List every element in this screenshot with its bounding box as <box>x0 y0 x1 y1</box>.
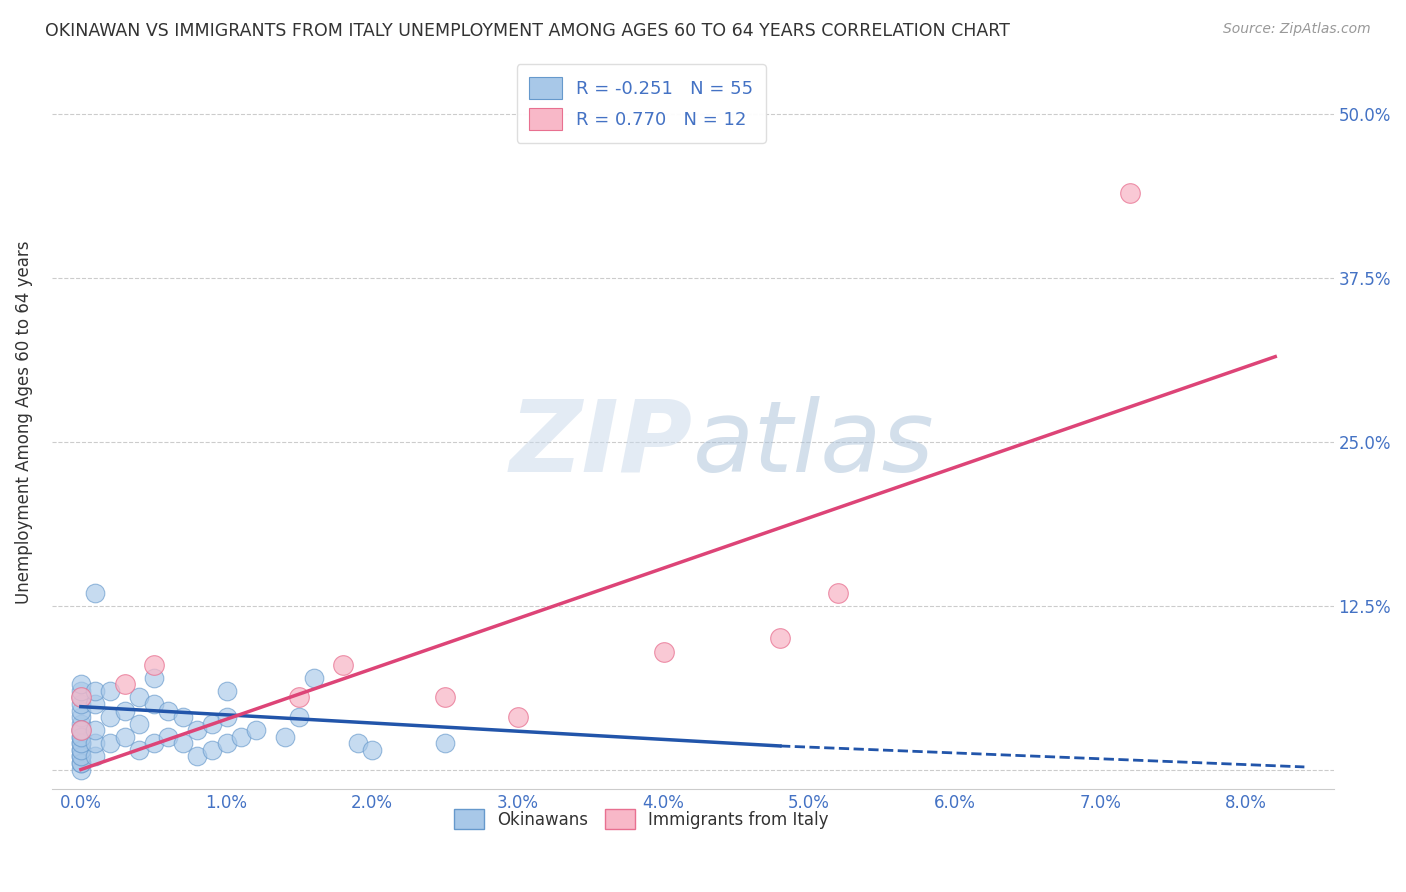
Point <box>70 677 93 691</box>
Point <box>70 690 93 705</box>
Point <box>114 704 136 718</box>
Point <box>70 763 93 777</box>
Point <box>186 723 208 738</box>
Point <box>302 671 325 685</box>
Point <box>332 657 354 672</box>
Point <box>70 736 93 750</box>
Point <box>70 756 93 770</box>
Point <box>98 736 121 750</box>
Point <box>142 697 165 711</box>
Point <box>201 716 224 731</box>
Point <box>215 684 238 698</box>
Point <box>70 704 93 718</box>
Text: atlas: atlas <box>693 396 934 492</box>
Point <box>201 743 224 757</box>
Text: Source: ZipAtlas.com: Source: ZipAtlas.com <box>1223 22 1371 37</box>
Point <box>506 710 529 724</box>
Point <box>245 723 267 738</box>
Point <box>70 723 93 738</box>
Point <box>434 690 457 705</box>
Point <box>114 677 136 691</box>
Point <box>70 743 93 757</box>
Point <box>70 730 93 744</box>
Point <box>70 690 93 705</box>
Point <box>84 736 107 750</box>
Point <box>215 710 238 724</box>
Point <box>346 736 368 750</box>
Point <box>157 704 180 718</box>
Point <box>70 743 93 757</box>
Point <box>70 749 93 764</box>
Point <box>70 723 93 738</box>
Point <box>652 644 675 658</box>
Point <box>288 690 311 705</box>
Point <box>84 723 107 738</box>
Point <box>361 743 384 757</box>
Point <box>157 730 180 744</box>
Point <box>70 697 93 711</box>
Point <box>84 585 107 599</box>
Point <box>70 736 93 750</box>
Point <box>172 736 194 750</box>
Point <box>142 736 165 750</box>
Point <box>128 690 150 705</box>
Point <box>274 730 297 744</box>
Point <box>70 684 93 698</box>
Y-axis label: Unemployment Among Ages 60 to 64 years: Unemployment Among Ages 60 to 64 years <box>15 241 32 604</box>
Text: ZIP: ZIP <box>509 396 693 492</box>
Point <box>1118 186 1140 200</box>
Point <box>128 743 150 757</box>
Point <box>215 736 238 750</box>
Point <box>142 657 165 672</box>
Point <box>128 716 150 731</box>
Point <box>70 716 93 731</box>
Point <box>172 710 194 724</box>
Point <box>98 684 121 698</box>
Point <box>186 749 208 764</box>
Point <box>70 749 93 764</box>
Point <box>288 710 311 724</box>
Point <box>114 730 136 744</box>
Point <box>769 632 792 646</box>
Point <box>84 684 107 698</box>
Point <box>70 730 93 744</box>
Point <box>70 710 93 724</box>
Legend: Okinawans, Immigrants from Italy: Okinawans, Immigrants from Italy <box>447 802 835 836</box>
Point <box>70 756 93 770</box>
Point <box>229 730 252 744</box>
Point <box>84 749 107 764</box>
Point <box>84 697 107 711</box>
Point <box>70 723 93 738</box>
Text: OKINAWAN VS IMMIGRANTS FROM ITALY UNEMPLOYMENT AMONG AGES 60 TO 64 YEARS CORRELA: OKINAWAN VS IMMIGRANTS FROM ITALY UNEMPL… <box>45 22 1010 40</box>
Point <box>142 671 165 685</box>
Point <box>827 585 849 599</box>
Point <box>434 736 457 750</box>
Point <box>98 710 121 724</box>
